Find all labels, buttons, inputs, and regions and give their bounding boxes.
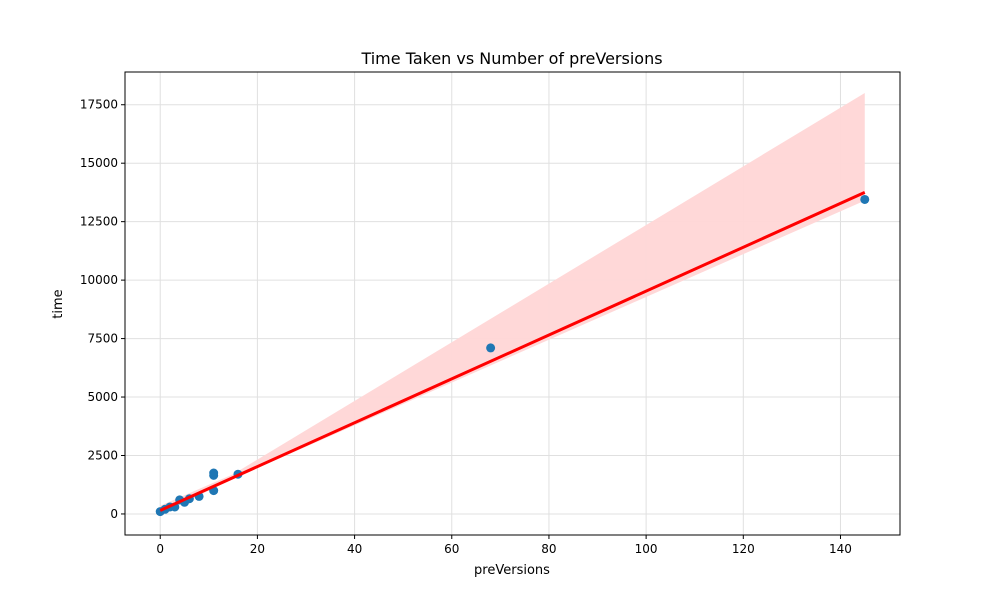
- plot-frame: [124, 71, 901, 536]
- x-tick-label: 100: [635, 542, 658, 556]
- y-tick-label: 12500: [80, 215, 118, 229]
- x-tick-label: 20: [250, 542, 265, 556]
- x-tick-label: 140: [829, 542, 852, 556]
- regression-line: [159, 191, 866, 512]
- x-tick-label: 80: [541, 542, 556, 556]
- y-tick-label: 2500: [87, 448, 118, 462]
- y-tick-label: 7500: [87, 332, 118, 346]
- x-tick-label: 120: [732, 542, 755, 556]
- y-tick-label: 17500: [80, 98, 118, 112]
- y-axis-label: time: [51, 289, 66, 318]
- x-tick-label: 40: [347, 542, 362, 556]
- x-tick-label: 0: [156, 542, 164, 556]
- x-axis-label: preVersions: [474, 563, 550, 578]
- x-tick-label: 60: [444, 542, 459, 556]
- data-point: [486, 343, 496, 353]
- confidence-band: [160, 93, 865, 514]
- y-tick-label: 15000: [80, 156, 118, 170]
- data-point: [209, 468, 219, 478]
- y-tick-label: 0: [110, 507, 118, 521]
- chart-title: Time Taken vs Number of preVersions: [360, 49, 662, 68]
- y-tick-label: 10000: [80, 273, 118, 287]
- data-point: [860, 194, 870, 204]
- y-tick-label: 5000: [87, 390, 118, 404]
